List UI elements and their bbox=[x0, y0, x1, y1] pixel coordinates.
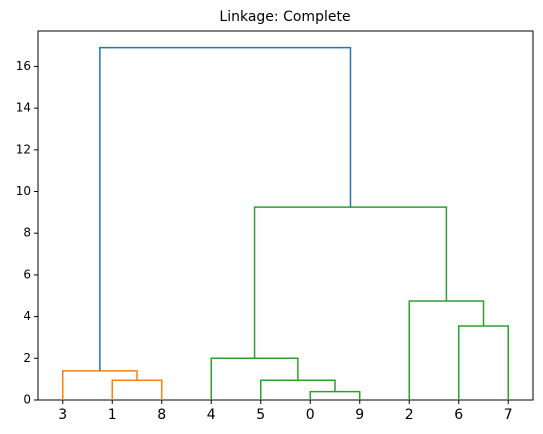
dendrogram-link bbox=[408, 300, 485, 400]
dendrogram-link bbox=[111, 379, 163, 400]
y-tick-label: 10 bbox=[16, 184, 31, 198]
dendrogram-link bbox=[260, 379, 336, 400]
y-tick-label: 2 bbox=[23, 351, 31, 365]
dendrogram-link bbox=[458, 325, 509, 400]
chart-title: Linkage: Complete bbox=[219, 9, 350, 25]
leaf-label: 5 bbox=[256, 407, 265, 423]
leaf-label: 7 bbox=[504, 407, 513, 423]
leaf-label: 3 bbox=[58, 407, 67, 423]
dendrogram-link bbox=[253, 206, 448, 359]
y-tick-label: 6 bbox=[23, 267, 31, 281]
y-tick-label: 12 bbox=[16, 142, 31, 156]
dendrogram-link bbox=[99, 46, 352, 371]
dendrogram-link bbox=[210, 357, 299, 400]
leaf-label: 6 bbox=[454, 407, 463, 423]
dendrogram-link bbox=[62, 370, 138, 400]
y-tick-label: 14 bbox=[16, 101, 31, 115]
y-tick-label: 16 bbox=[16, 59, 31, 73]
leaf-label: 8 bbox=[157, 407, 166, 423]
leaf-label: 2 bbox=[405, 407, 414, 423]
plot-frame bbox=[37, 30, 534, 401]
leaf-label: 1 bbox=[108, 407, 117, 423]
leaf-label: 0 bbox=[306, 407, 315, 423]
dendrogram-link bbox=[309, 390, 361, 400]
y-tick-label: 4 bbox=[23, 309, 31, 323]
leaf-label: 4 bbox=[207, 407, 216, 423]
y-tick-label: 8 bbox=[23, 226, 31, 240]
leaf-label: 9 bbox=[355, 407, 364, 423]
y-tick-label: 0 bbox=[23, 393, 31, 407]
